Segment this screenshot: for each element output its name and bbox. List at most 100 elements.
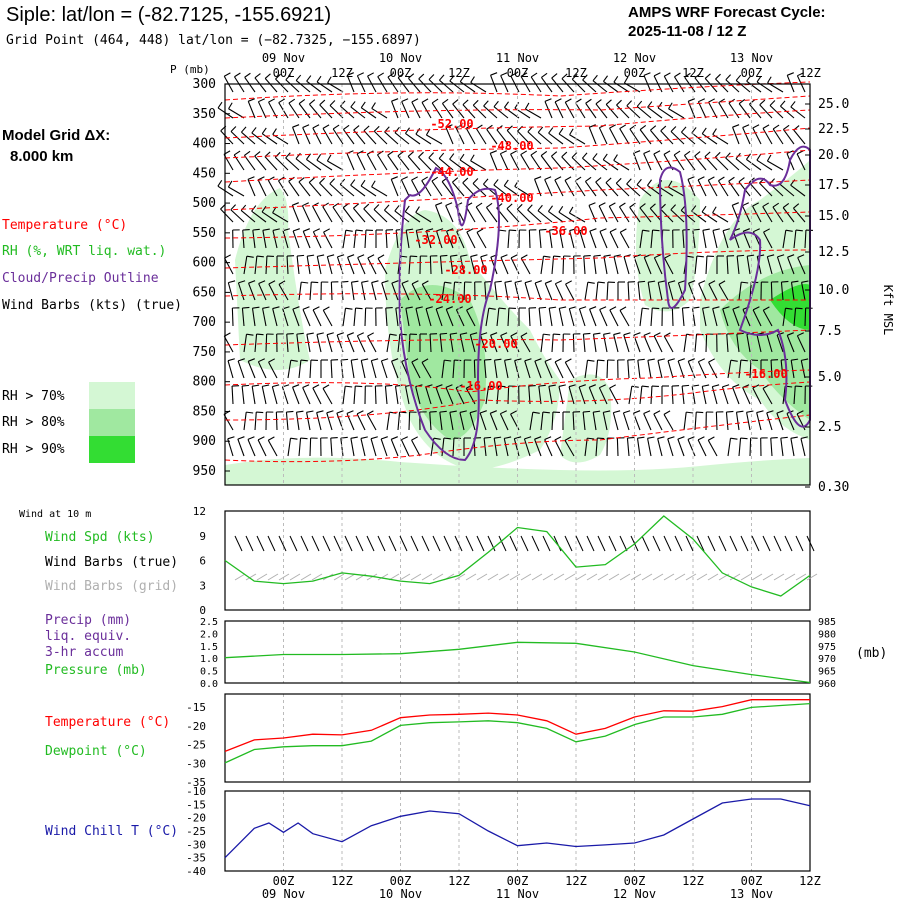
- wind-barb-flag: [752, 306, 760, 311]
- wind10-true-barb: [784, 535, 793, 552]
- wind-barb: [296, 254, 305, 275]
- wind-barb-shaft: [606, 359, 609, 379]
- wind-barb: [441, 437, 451, 457]
- wind-barb: [504, 358, 512, 379]
- wind-barb-shaft: [312, 387, 322, 405]
- wind-barb-shaft: [507, 307, 510, 327]
- wind-barb-flag: [401, 98, 409, 103]
- wind-barb-shaft: [367, 335, 377, 353]
- wind-barb-shaft: [558, 308, 564, 327]
- pressure-ytick: 965: [818, 667, 836, 678]
- wind-barb-shaft: [732, 386, 740, 405]
- wind-barb-shaft: [609, 127, 619, 145]
- wind-barb-shaft: [782, 207, 795, 223]
- wind-barb-flag: [510, 332, 518, 337]
- wind-barb-flag: [466, 124, 473, 129]
- wind-barb: [309, 281, 319, 301]
- wind-barb: [801, 280, 809, 301]
- wind-barb-flag: [514, 280, 522, 283]
- wind-chill-label: Wind Chill T (°C): [45, 824, 179, 839]
- wind-barb-flag: [498, 385, 506, 388]
- wind-barb-shaft: [691, 386, 696, 405]
- wind-barb-flag: [373, 125, 380, 132]
- wind-barb: [371, 280, 379, 301]
- wind-barb-shaft: [657, 107, 674, 119]
- wind-barb: [540, 255, 551, 275]
- wind-barb-flag: [767, 254, 775, 258]
- wind-barb-flag: [264, 73, 271, 79]
- wind-barb-flag: [543, 255, 551, 258]
- wind10-grid-barb: [245, 573, 257, 581]
- wind-barb-flag: [407, 151, 414, 157]
- wind10-true-barb: [311, 535, 320, 552]
- wind-barb-shaft: [766, 334, 773, 353]
- wind-barb-shaft: [435, 204, 443, 223]
- wind-barb-shaft: [551, 334, 554, 353]
- wind-barb-shaft: [622, 412, 630, 431]
- wind-barb-shaft: [295, 158, 311, 171]
- wind-barb-flag: [292, 306, 300, 310]
- wind-barb: [571, 73, 586, 93]
- wind-barb: [274, 151, 289, 171]
- wind-barb: [499, 150, 509, 171]
- wind-barb-shaft: [736, 256, 740, 275]
- wind-barb-shaft: [494, 282, 498, 301]
- wind-barb: [298, 98, 311, 119]
- wind-barb-flag: [295, 152, 301, 160]
- wind10-true-barb: [399, 535, 408, 552]
- wind-barb: [452, 281, 462, 301]
- wind-barb-shaft: [445, 205, 454, 223]
- wind-barb-flag: [657, 358, 665, 361]
- wind-barb-flag: [340, 100, 346, 107]
- wind-barb: [627, 281, 636, 301]
- wind-barb: [793, 385, 803, 405]
- wind-barb-flag: [569, 128, 574, 136]
- wind-barb: [554, 176, 564, 197]
- wind-barb-shaft: [326, 334, 333, 353]
- wind-barb: [418, 73, 432, 93]
- bottom-time-tick: 00Z: [741, 874, 763, 888]
- wind-barb-shaft: [377, 258, 388, 275]
- wind-barb-flag: [539, 306, 547, 309]
- wind-barb-flag: [446, 306, 453, 310]
- wind-barb-shaft: [796, 153, 806, 171]
- wind-barb-shaft: [582, 334, 586, 353]
- wind-barb: [564, 358, 575, 379]
- wind-barb-shaft: [537, 210, 553, 223]
- wind-barb-shaft: [528, 307, 531, 327]
- wind-barb-flag: [730, 359, 738, 362]
- wind-barb-shaft: [725, 157, 740, 171]
- wind-barb-shaft: [647, 438, 652, 457]
- pressure-tick: 400: [193, 137, 216, 152]
- wind-barb: [309, 359, 318, 379]
- wind-barb: [308, 177, 322, 197]
- wind-barb-shaft: [793, 386, 796, 405]
- wind-barb: [309, 99, 322, 119]
- wind-barb: [780, 436, 788, 457]
- precip-accum-label: 3-hr accum: [45, 645, 124, 660]
- wind-barb-flag: [568, 384, 576, 388]
- wind-barb: [568, 306, 577, 327]
- wind-barb: [787, 254, 795, 275]
- wind-barb-flag: [722, 384, 730, 388]
- wind-barb-shaft: [281, 386, 289, 405]
- wind-barb-flag: [544, 436, 552, 441]
- wind-barb-shaft: [564, 180, 575, 197]
- isotherm-label: -36.00: [544, 224, 587, 238]
- wind10-true-barb: [278, 535, 287, 552]
- wind-barb-shaft: [484, 282, 487, 301]
- wind-barb-shaft: [636, 184, 652, 197]
- wind-barb: [643, 332, 652, 353]
- wind-barb-flag: [445, 384, 453, 388]
- wind-barb-flag: [722, 228, 730, 232]
- wind10-true-barb: [366, 535, 375, 552]
- wind-barb-shaft: [790, 184, 806, 197]
- wind-barb-shaft: [608, 205, 619, 223]
- wind-barb-flag: [483, 100, 489, 107]
- wind-barb-flag: [431, 176, 439, 182]
- wind-barb-shaft: [584, 360, 589, 379]
- pressure-tick: 850: [193, 404, 216, 419]
- wind-barb-flag: [757, 254, 765, 257]
- wind-barb-shaft: [247, 179, 256, 197]
- pressure-unit: (mb): [856, 646, 887, 661]
